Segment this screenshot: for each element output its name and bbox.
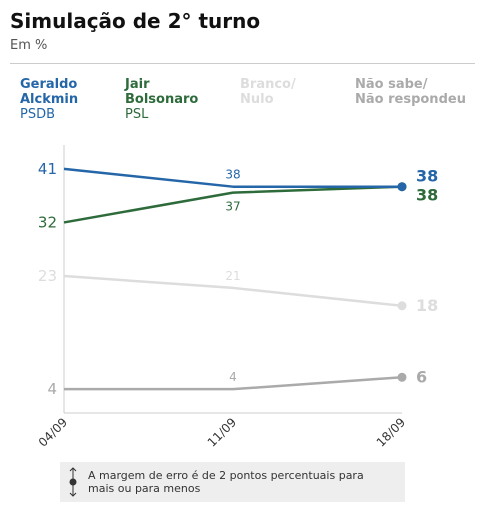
legend-name-alckmin: Geraldo Alckmin (20, 77, 79, 107)
data-label-start: 41 (38, 160, 57, 178)
data-label-start: 4 (47, 380, 57, 398)
series-line (63, 185, 403, 224)
series-line (64, 376, 403, 391)
legend-party-bolsonaro: PSL (125, 107, 149, 122)
data-label-end: 38 (416, 167, 438, 186)
data-label-mid: 37 (225, 200, 240, 214)
header-divider (10, 63, 475, 64)
data-label-mid: 21 (225, 269, 240, 283)
legend-name-branco: Branco/ Nulo (240, 77, 296, 107)
error-margin-icon (69, 467, 77, 497)
data-label-mid: 38 (225, 168, 240, 182)
legend-party-alckmin: PSDB (20, 107, 56, 122)
data-label-mid: 4 (229, 370, 237, 384)
legend-name-bolsonaro: Jair Bolsonaro (125, 77, 199, 107)
x-tick-label: 04/09 (36, 415, 70, 449)
chart-subtitle: Em % (10, 38, 48, 53)
data-label-end: 18 (416, 296, 438, 315)
data-label-start: 32 (38, 213, 57, 231)
margin-note-text: A margem de erro é de 2 pontos percentua… (88, 469, 364, 495)
data-label-end: 38 (416, 186, 438, 205)
x-tick-label: 18/09 (374, 415, 408, 449)
series-end-dot (397, 372, 407, 382)
legend-item-branco: Branco/ Nulo (240, 77, 296, 107)
chart-title: Simulação de 2° turno (10, 9, 261, 33)
legend-item-alckmin: Geraldo Alckmin PSDB (20, 77, 78, 122)
x-tick-label: 11/09 (205, 415, 239, 449)
series-line (63, 167, 402, 188)
data-label-end: 6 (416, 367, 427, 386)
legend-item-bolsonaro: Jair Bolsonaro PSL (125, 77, 198, 122)
data-label-start: 23 (38, 267, 57, 285)
legend-item-naosabe: Não sabe/ Não respondeu (355, 77, 466, 107)
series-end-dot (397, 182, 407, 192)
series-end-dot (397, 301, 407, 311)
margin-note-box (60, 462, 405, 502)
legend-name-naosabe: Não sabe/ Não respondeu (355, 77, 466, 107)
series-line (63, 274, 403, 308)
